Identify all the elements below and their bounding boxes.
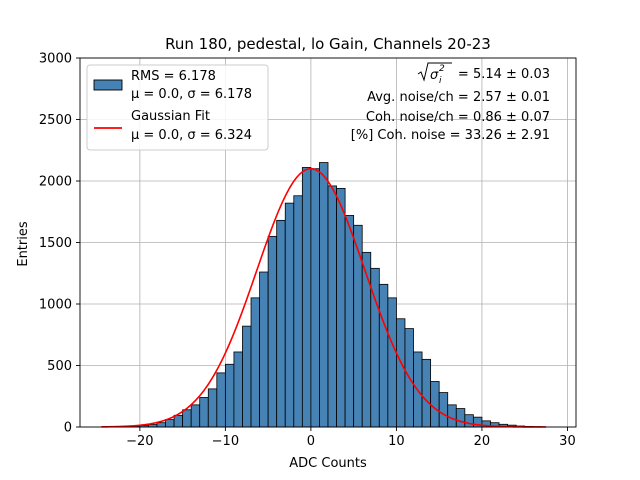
histogram-bar	[259, 271, 269, 428]
coh-noise-text: Coh. noise/ch = 0.86 ± 0.07	[366, 110, 550, 125]
legend-histogram-swatch	[93, 79, 123, 91]
legend: RMS = 6.178 μ = 0.0, σ = 6.178 Gaussian …	[86, 64, 269, 151]
x-tick-label: −20	[126, 434, 153, 449]
x-tick-label: −10	[212, 434, 239, 449]
sigma-superscript: 2	[439, 64, 445, 74]
y-axis-ticks: 0 500 1000 1500 2000 2500 3000	[39, 52, 80, 436]
histogram-bar	[284, 202, 295, 428]
sigma-subscript: i	[439, 76, 442, 86]
sigma-expression: σ 2 i	[417, 62, 452, 86]
histogram-bar	[353, 224, 363, 428]
histogram-bar	[250, 297, 260, 428]
x-tick-label: 20	[474, 434, 491, 449]
histogram-bar	[216, 372, 226, 428]
coh-percent-text: [%] Coh. noise = 33.26 ± 2.91	[351, 128, 550, 143]
histogram-bar	[378, 283, 389, 428]
x-axis-label: ADC Counts	[289, 456, 367, 471]
histogram-bar	[207, 388, 218, 428]
histogram-bar	[447, 404, 457, 428]
histogram-bar	[301, 167, 312, 428]
histogram-bar	[156, 422, 166, 428]
histogram-bar	[267, 235, 278, 428]
x-tick-label: 10	[388, 434, 405, 449]
histogram-bar	[199, 397, 209, 428]
histogram-bar	[190, 404, 201, 428]
y-tick-label: 500	[47, 359, 72, 374]
histogram-bar	[438, 392, 449, 428]
sigma-symbol: σ	[430, 68, 439, 83]
chart-title: Run 180, pedestal, lo Gain, Channels 20-…	[165, 35, 491, 53]
noise-annotations: σ 2 i = 5.14 ± 0.03 Avg. noise/ch = 2.57…	[351, 62, 550, 143]
histogram-bar	[464, 414, 474, 428]
histogram-bar	[293, 195, 303, 428]
legend-fit-stats: μ = 0.0, σ = 6.324	[131, 128, 252, 143]
histogram-bar	[430, 381, 440, 428]
legend-box	[86, 64, 269, 151]
histogram-bar	[344, 215, 355, 428]
histogram-bar	[233, 351, 243, 428]
sigma-value: = 5.14 ± 0.03	[458, 67, 550, 82]
histogram-bar	[182, 409, 192, 428]
histogram-bar	[173, 414, 184, 428]
histogram-bar	[165, 419, 175, 428]
y-tick-label: 2500	[39, 113, 72, 128]
histogram-bar	[319, 162, 329, 428]
histogram-bar	[336, 187, 346, 428]
histogram-bar	[242, 325, 252, 428]
avg-noise-text: Avg. noise/ch = 2.57 ± 0.01	[367, 90, 550, 105]
x-tick-label: 0	[307, 434, 315, 449]
y-axis-label: Entries	[16, 221, 31, 267]
y-tick-label: 1500	[39, 236, 72, 251]
x-axis-ticks: −20 −10 0 10 20 30	[126, 427, 576, 449]
y-tick-label: 1000	[39, 298, 72, 313]
legend-histogram-stats: μ = 0.0, σ = 6.178	[131, 87, 252, 102]
y-tick-label: 3000	[39, 52, 72, 67]
histogram-bar	[224, 363, 235, 428]
histogram-bar	[387, 297, 397, 428]
x-tick-label: 30	[559, 434, 576, 449]
legend-histogram-label: RMS = 6.178	[131, 69, 216, 84]
histogram-bar	[310, 168, 320, 428]
y-tick-label: 2000	[39, 175, 72, 190]
histogram-bar	[276, 219, 286, 428]
histogram-bar	[396, 318, 406, 428]
legend-fit-label: Gaussian Fit	[131, 109, 210, 124]
histogram-bar	[421, 358, 432, 428]
y-tick-label: 0	[64, 421, 72, 436]
gaussian-fit-line	[101, 167, 547, 428]
histogram-bar	[327, 185, 337, 428]
sqrt-symbol	[417, 62, 452, 82]
histogram-bar	[361, 251, 372, 428]
histogram-bar	[455, 408, 466, 428]
